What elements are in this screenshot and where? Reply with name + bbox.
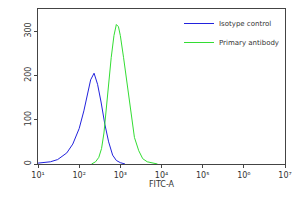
svg-text:10²: 10² xyxy=(72,171,85,180)
svg-text:200: 200 xyxy=(24,67,33,82)
svg-text:0: 0 xyxy=(24,160,33,165)
svg-text:300: 300 xyxy=(24,22,33,37)
svg-text:FITC-A: FITC-A xyxy=(149,180,175,189)
svg-text:Isotype control: Isotype control xyxy=(219,20,271,28)
svg-text:10⁶: 10⁶ xyxy=(237,171,250,180)
svg-text:10⁵: 10⁵ xyxy=(196,171,209,180)
svg-text:10³: 10³ xyxy=(114,171,127,180)
svg-text:10¹: 10¹ xyxy=(31,171,44,180)
svg-text:100: 100 xyxy=(24,111,33,126)
svg-text:10⁴: 10⁴ xyxy=(155,171,168,180)
svg-text:Primary antibody: Primary antibody xyxy=(219,39,279,47)
svg-text:10⁷: 10⁷ xyxy=(278,171,291,180)
